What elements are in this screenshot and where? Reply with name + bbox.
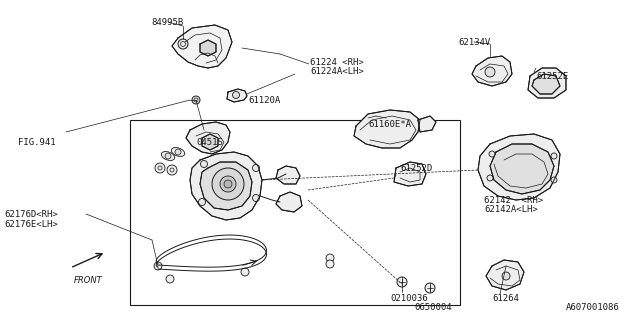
Polygon shape (490, 144, 554, 194)
Text: 61224A<LH>: 61224A<LH> (310, 67, 364, 76)
Text: 61160E*A: 61160E*A (368, 120, 411, 129)
Text: 62142A<LH>: 62142A<LH> (484, 205, 538, 214)
Circle shape (220, 176, 236, 192)
Circle shape (425, 283, 435, 293)
Circle shape (165, 153, 171, 159)
Circle shape (200, 161, 207, 167)
Text: 84995B: 84995B (152, 18, 184, 27)
Text: 61252D: 61252D (400, 164, 432, 173)
Circle shape (502, 272, 510, 280)
Circle shape (232, 92, 239, 99)
Text: 0210036: 0210036 (390, 294, 428, 303)
Polygon shape (528, 68, 566, 98)
Text: 62176D<RH>: 62176D<RH> (4, 210, 58, 219)
Circle shape (487, 175, 493, 181)
Text: 0650004: 0650004 (414, 303, 452, 312)
Polygon shape (227, 89, 247, 102)
Circle shape (178, 39, 188, 49)
Text: 61224 <RH>: 61224 <RH> (310, 58, 364, 67)
Text: 0451S: 0451S (196, 138, 223, 147)
Circle shape (551, 177, 557, 183)
Text: 61120A: 61120A (248, 96, 280, 105)
Circle shape (253, 164, 259, 172)
Circle shape (326, 260, 334, 268)
Polygon shape (200, 162, 252, 210)
Circle shape (192, 96, 200, 104)
Circle shape (154, 262, 162, 270)
Circle shape (241, 268, 249, 276)
Text: 61252E: 61252E (536, 72, 568, 81)
Bar (130, 120, 460, 305)
Text: A607001086: A607001086 (566, 303, 620, 312)
Polygon shape (276, 166, 300, 184)
Circle shape (253, 195, 259, 202)
Polygon shape (276, 192, 302, 212)
Polygon shape (472, 56, 512, 86)
Circle shape (198, 198, 205, 205)
Circle shape (397, 277, 407, 287)
Ellipse shape (172, 148, 185, 156)
Polygon shape (190, 152, 262, 220)
Polygon shape (478, 134, 560, 200)
Text: 62134V: 62134V (458, 38, 490, 47)
Polygon shape (394, 162, 426, 186)
Text: FRONT: FRONT (74, 276, 103, 285)
Circle shape (175, 149, 181, 155)
Polygon shape (532, 74, 560, 94)
Circle shape (155, 163, 165, 173)
Text: FIG.941: FIG.941 (18, 138, 56, 147)
Circle shape (485, 67, 495, 77)
Circle shape (224, 180, 232, 188)
Polygon shape (486, 260, 524, 290)
Text: 62142  <RH>: 62142 <RH> (484, 196, 543, 205)
Polygon shape (200, 40, 216, 56)
Text: 61264: 61264 (492, 294, 519, 303)
Text: 62176E<LH>: 62176E<LH> (4, 220, 58, 229)
Polygon shape (354, 110, 420, 148)
Circle shape (326, 254, 334, 262)
Circle shape (489, 151, 495, 157)
Polygon shape (202, 134, 218, 150)
Circle shape (212, 168, 244, 200)
Polygon shape (172, 25, 232, 68)
Circle shape (166, 275, 174, 283)
Circle shape (551, 153, 557, 159)
Polygon shape (418, 116, 436, 132)
Circle shape (167, 165, 177, 175)
Ellipse shape (161, 152, 175, 160)
Polygon shape (186, 122, 230, 154)
